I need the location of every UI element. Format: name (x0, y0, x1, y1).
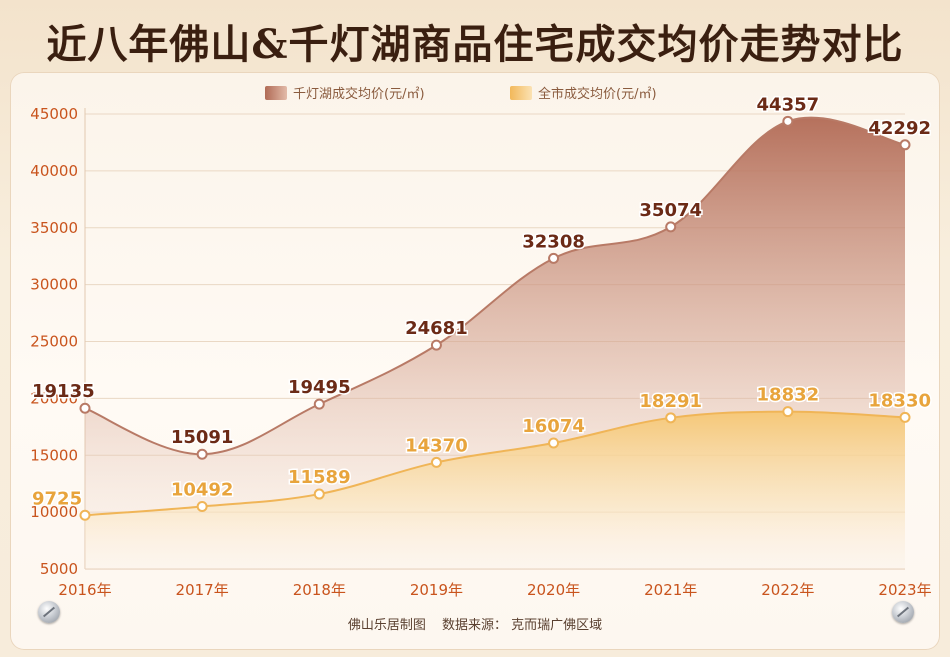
data-label-city: 11589 (288, 467, 351, 488)
point-city (782, 406, 794, 418)
legend-swatch (265, 86, 287, 100)
chart-title: 近八年佛山&千灯湖商品住宅成交均价走势对比 (46, 21, 904, 68)
data-label-city: 14370 (405, 435, 468, 456)
y-tick-label: 20000 (30, 389, 78, 407)
y-tick-label: 10000 (30, 503, 78, 521)
y-tick-label: 15000 (30, 446, 78, 464)
x-tick-label: 2020年 (527, 581, 580, 599)
point-city (196, 501, 208, 513)
screw-decoration-right (892, 601, 914, 623)
point-city (665, 412, 677, 424)
data-label-qiandenghu: 19135 (32, 381, 95, 402)
data-label-city: 10492 (171, 480, 234, 501)
chart-footer: 佛山乐居制图 数据来源： 克而瑞广佛区域 (0, 614, 950, 633)
point-qiandenghu (313, 398, 325, 410)
y-tick-label: 5000 (40, 560, 78, 578)
data-label-qiandenghu: 44357 (757, 94, 820, 115)
data-label-qiandenghu: 35074 (639, 200, 702, 221)
x-tick-label: 2018年 (293, 581, 346, 599)
line-city (84, 410, 906, 517)
point-qiandenghu (548, 252, 560, 264)
area-city (85, 411, 905, 569)
point-qiandenghu (79, 402, 91, 414)
data-label-qiandenghu: 32308 (522, 231, 585, 252)
y-tick-label: 25000 (30, 333, 78, 351)
point-qiandenghu (665, 221, 677, 233)
screw-decoration-left (38, 601, 60, 623)
point-city (899, 411, 911, 423)
data-label-city: 18330 (868, 390, 931, 411)
y-tick-label: 35000 (30, 219, 78, 237)
point-qiandenghu (196, 448, 208, 460)
x-tick-label: 2019年 (410, 581, 463, 599)
data-label-qiandenghu: 42292 (868, 118, 931, 139)
data-label-qiandenghu: 19495 (288, 377, 351, 398)
x-tick-label: 2016年 (58, 581, 111, 599)
x-tick-label: 2022年 (761, 581, 814, 599)
data-label-qiandenghu: 15091 (171, 427, 234, 448)
data-label-city: 16074 (522, 416, 585, 437)
point-city (430, 456, 442, 468)
x-tick-label: 2017年 (176, 581, 229, 599)
x-tick-label: 2023年 (878, 581, 931, 599)
footer-source: 数据来源： 克而瑞广佛区域 (442, 618, 603, 633)
point-qiandenghu (899, 139, 911, 151)
data-label-city: 9725 (32, 488, 82, 509)
y-tick-label: 45000 (30, 105, 78, 123)
point-city (79, 509, 91, 521)
data-label-qiandenghu: 24681 (405, 318, 468, 339)
data-label-city: 18291 (639, 391, 702, 412)
point-city (548, 437, 560, 449)
point-qiandenghu (782, 115, 794, 127)
legend-label: 全市成交均价(元/㎡) (538, 86, 657, 102)
footer-producer: 佛山乐居制图 (347, 618, 426, 633)
y-tick-label: 40000 (30, 162, 78, 180)
y-tick-label: 30000 (30, 276, 78, 294)
point-qiandenghu (430, 339, 442, 351)
data-label-city: 18832 (757, 385, 820, 406)
line-qiandenghu (84, 116, 906, 456)
legend-label: 千灯湖成交均价(元/㎡) (293, 86, 425, 102)
point-city (313, 488, 325, 500)
legend-swatch (510, 86, 532, 100)
x-tick-label: 2021年 (644, 581, 697, 599)
